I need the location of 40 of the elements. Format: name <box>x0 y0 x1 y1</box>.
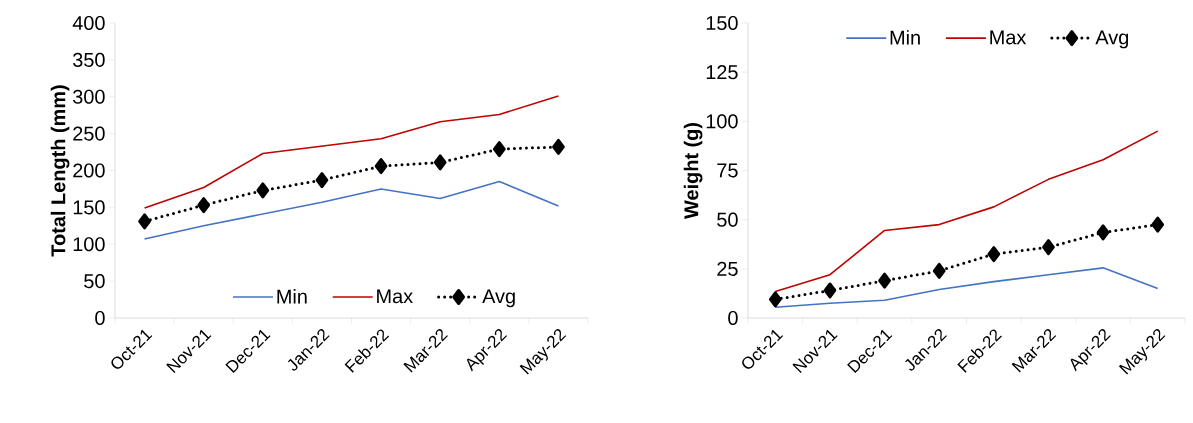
point <box>1042 239 1055 256</box>
y-tick-label: 100 <box>706 114 738 129</box>
legend-label: Avg <box>482 289 515 308</box>
y-tick-label: 0 <box>95 310 105 326</box>
point <box>197 197 211 214</box>
y-tick-label: 100 <box>73 237 105 252</box>
y-tick-label: 400 <box>72 15 105 31</box>
y-tick-label: 75 <box>717 163 738 178</box>
y-tick-label: 50 <box>717 212 738 227</box>
point <box>138 213 151 230</box>
point <box>492 141 506 158</box>
point <box>315 172 329 189</box>
legend-label: Min <box>890 30 920 45</box>
legend-label: Min <box>277 289 307 304</box>
point <box>552 138 565 155</box>
point <box>932 262 946 279</box>
y-tick-label: 150 <box>73 200 105 215</box>
point <box>433 154 447 171</box>
legend-label: Max <box>990 30 1027 45</box>
point <box>878 272 891 289</box>
point <box>1151 216 1165 233</box>
y-axis-title: Total Length (mm) <box>50 85 70 257</box>
point <box>256 182 270 199</box>
point <box>987 246 1001 263</box>
y-tick-label: 125 <box>706 65 738 80</box>
y-axis-title: Weight (g) <box>683 122 703 219</box>
point <box>823 282 837 299</box>
y-tick-label: 250 <box>73 126 105 141</box>
y-tick-label: 0 <box>728 310 738 326</box>
point <box>1096 224 1110 241</box>
y-tick-label: 300 <box>73 89 105 104</box>
y-tick-label: 200 <box>73 163 105 178</box>
y-tick-label: 150 <box>706 15 738 31</box>
point <box>768 291 782 308</box>
y-tick-label: 350 <box>73 52 105 67</box>
y-tick-label: 50 <box>84 274 105 289</box>
legend-label: Max <box>377 289 413 304</box>
point <box>374 158 388 175</box>
y-tick-label: 25 <box>717 261 738 276</box>
legend-label: Avg <box>1095 30 1129 49</box>
